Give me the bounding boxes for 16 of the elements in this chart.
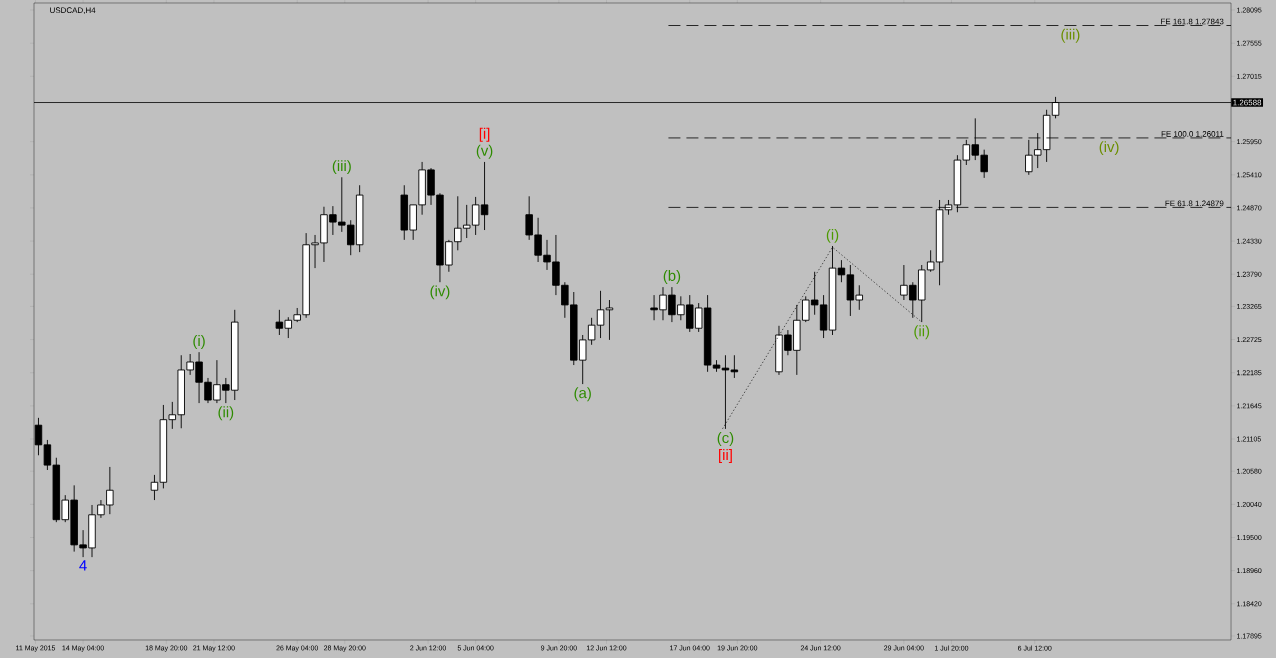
annotation: (i) [193,335,205,349]
annotation: 4 [79,560,87,571]
annotation: (iv) [1099,141,1119,156]
annotation: (b) [663,270,681,284]
annotation: (iii) [332,160,351,175]
annotation: (ii) [218,406,234,421]
annotation: (v) [476,144,493,159]
candlestick [605,299,614,341]
annotation: [ii] [719,449,732,463]
annotation: (a) [574,387,591,402]
annotation: [i] [479,127,490,142]
annotation: (c) [717,432,734,446]
annotation: (iii) [1061,28,1080,43]
annotation: (iv) [430,285,450,300]
annotation: (i) [826,228,839,243]
annotation: (ii) [914,325,930,340]
